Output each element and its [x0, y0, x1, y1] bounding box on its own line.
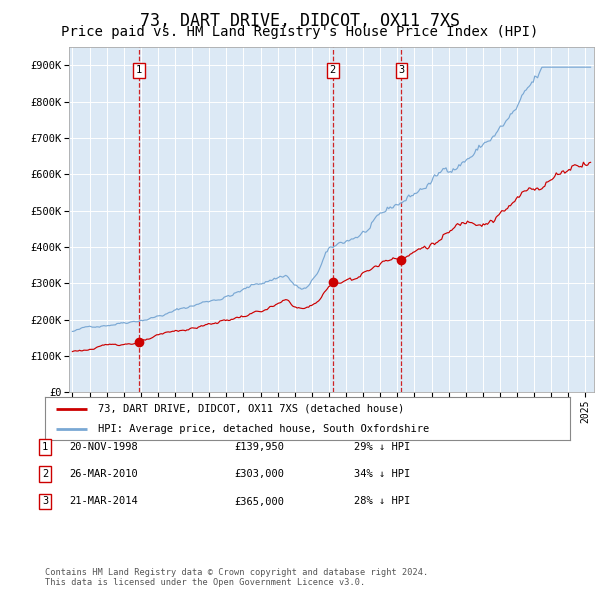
Text: 73, DART DRIVE, DIDCOT, OX11 7XS (detached house): 73, DART DRIVE, DIDCOT, OX11 7XS (detach… — [97, 404, 404, 414]
Text: HPI: Average price, detached house, South Oxfordshire: HPI: Average price, detached house, Sout… — [97, 424, 429, 434]
Text: 34% ↓ HPI: 34% ↓ HPI — [354, 470, 410, 479]
Text: Contains HM Land Registry data © Crown copyright and database right 2024.
This d: Contains HM Land Registry data © Crown c… — [45, 568, 428, 587]
Text: 3: 3 — [42, 497, 48, 506]
Text: £139,950: £139,950 — [234, 442, 284, 451]
Text: 20-NOV-1998: 20-NOV-1998 — [69, 442, 138, 451]
Text: 1: 1 — [42, 442, 48, 451]
Text: 29% ↓ HPI: 29% ↓ HPI — [354, 442, 410, 451]
Text: 3: 3 — [398, 65, 404, 76]
Text: 2: 2 — [330, 65, 336, 76]
Text: 26-MAR-2010: 26-MAR-2010 — [69, 470, 138, 479]
Text: £365,000: £365,000 — [234, 497, 284, 506]
Text: 1: 1 — [136, 65, 142, 76]
Text: 28% ↓ HPI: 28% ↓ HPI — [354, 497, 410, 506]
Text: 21-MAR-2014: 21-MAR-2014 — [69, 497, 138, 506]
Text: £303,000: £303,000 — [234, 470, 284, 479]
Text: 2: 2 — [42, 470, 48, 479]
Text: 73, DART DRIVE, DIDCOT, OX11 7XS: 73, DART DRIVE, DIDCOT, OX11 7XS — [140, 12, 460, 30]
Text: Price paid vs. HM Land Registry's House Price Index (HPI): Price paid vs. HM Land Registry's House … — [61, 25, 539, 39]
